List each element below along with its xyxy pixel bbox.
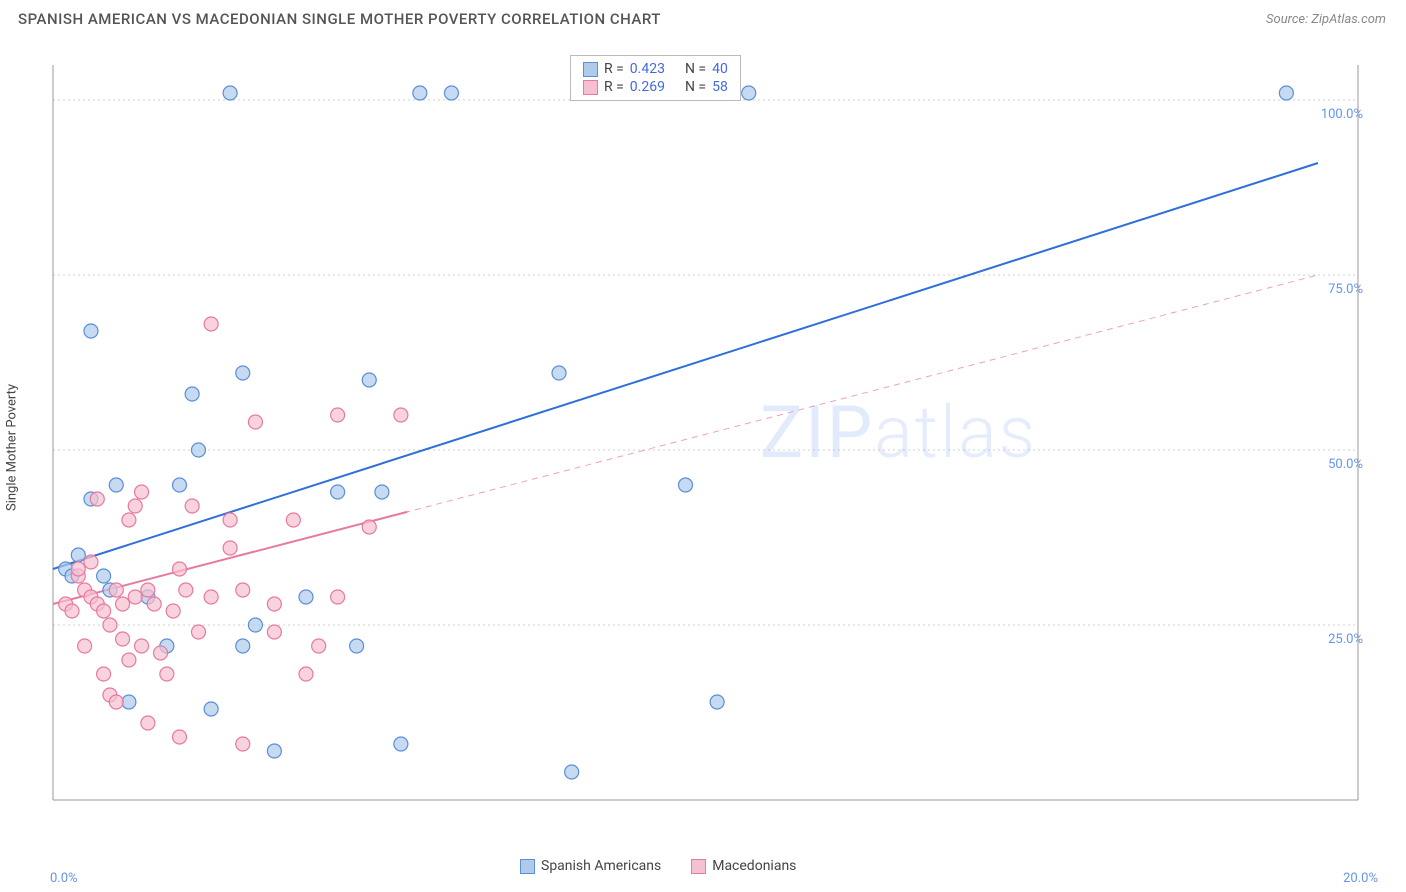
x-tick-max: 20.0%	[1343, 871, 1378, 886]
correlation-legend: R = 0.423 N = 40 R = 0.269 N = 58	[570, 55, 741, 101]
legend-swatch	[583, 80, 598, 95]
svg-text:100.0%: 100.0%	[1321, 107, 1363, 122]
legend-swatch	[691, 859, 706, 874]
legend-row: R = 0.269 N = 58	[583, 78, 728, 96]
legend-swatch	[520, 859, 535, 874]
scatter-plot: 25.0%50.0%75.0%100.0%	[48, 50, 1378, 830]
legend-swatch	[583, 62, 598, 77]
series-legend: Spanish Americans Macedonians	[520, 858, 796, 874]
source-label: Source: ZipAtlas.com	[1266, 12, 1386, 27]
y-axis-label: Single Mother Poverty	[5, 384, 20, 511]
x-tick-min: 0.0%	[50, 871, 78, 886]
legend-item: Macedonians	[691, 858, 796, 874]
legend-row: R = 0.423 N = 40	[583, 60, 728, 78]
chart-area: 25.0%50.0%75.0%100.0%	[48, 50, 1378, 830]
chart-title: SPANISH AMERICAN VS MACEDONIAN SINGLE MO…	[18, 10, 661, 28]
legend-item: Spanish Americans	[520, 858, 661, 874]
